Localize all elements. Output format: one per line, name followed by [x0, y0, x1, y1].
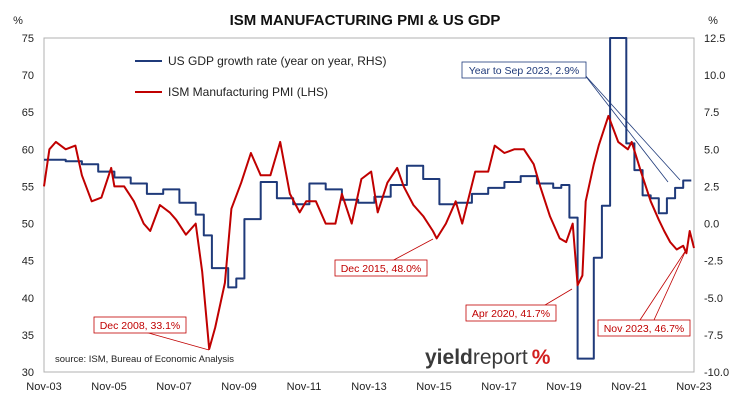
x-tick-label: Nov-17: [481, 381, 516, 393]
x-axis: Nov-03 Nov-05 Nov-07 Nov-09 Nov-11 Nov-13 Nov-…: [26, 381, 711, 393]
series-gdp-line: [44, 37, 692, 360]
brand-part2: report: [473, 346, 528, 369]
brand-logo: yieldreport%: [425, 346, 551, 369]
annotation-gdp: Year to Sep 2023, 2.9%: [469, 65, 580, 77]
x-tick-label: Nov-15: [416, 381, 451, 393]
left-axis: 30 35 40 45 50 55 60 65 70 75: [22, 33, 34, 379]
annotation-dec2008-box: [93, 316, 187, 334]
legend-label-pmi: ISM Manufacturing PMI (LHS): [168, 85, 328, 99]
right-tick-label: 5.0: [704, 144, 719, 156]
x-tick-label: Nov-05: [91, 381, 126, 393]
brand-part3: %: [532, 346, 551, 369]
left-tick-label: 30: [22, 367, 34, 379]
annotation-apr2020-box: [465, 304, 557, 322]
x-tick-label: Nov-11: [287, 381, 322, 393]
x-tick-label: Nov-03: [26, 381, 61, 393]
x-tick-label: Nov-07: [156, 381, 191, 393]
x-tick-label: Nov-23: [676, 381, 711, 393]
annotation-gdp-box: [461, 61, 587, 79]
svg-text:yieldreport%: yieldreport%: [425, 346, 551, 369]
annotation-dec2015: Dec 2015, 48.0%: [341, 263, 422, 275]
left-tick-label: 75: [22, 33, 34, 45]
right-tick-label: -10.0: [704, 367, 729, 379]
series-layer: [43, 37, 695, 360]
right-tick-label: 0.0: [704, 219, 719, 231]
right-axis-unit: %: [708, 15, 718, 27]
brand-part1: yield: [425, 346, 473, 369]
left-tick-label: 35: [22, 330, 34, 342]
plot-frame: [43, 37, 695, 373]
right-tick-label: 2.5: [704, 181, 719, 193]
left-tick-label: 45: [22, 256, 34, 268]
source-note: source: ISM, Bureau of Economic Analysis: [55, 354, 234, 365]
series-pmi-line: [43, 114, 695, 350]
annotation-nov2023: Nov 2023, 46.7%: [604, 323, 685, 335]
left-tick-label: 50: [22, 219, 34, 231]
x-tick-label: Nov-21: [611, 381, 646, 393]
annotation-apr2020: Apr 2020, 41.7%: [472, 308, 550, 320]
left-tick-label: 70: [22, 70, 34, 82]
annotation-dec2015-box: [334, 259, 428, 277]
left-tick-label: 65: [22, 107, 34, 119]
right-axis: -10.0 -7.5 -5.0 -2.5 0.0 2.5 5.0 7.5 10.0 12.5: [704, 33, 729, 379]
right-tick-label: 10.0: [704, 70, 725, 82]
left-axis-unit: %: [13, 15, 23, 27]
legend-label-gdp: US GDP growth rate (year on year, RHS): [168, 54, 387, 68]
right-tick-label: -7.5: [704, 330, 723, 342]
annotation-nov2023-box: [597, 319, 691, 337]
right-tick-label: 12.5: [704, 33, 725, 45]
x-tick-label: Nov-09: [221, 381, 256, 393]
x-tick-label: Nov-13: [351, 381, 386, 393]
annotations: Year to Sep 2023, 2.9% Dec 2008, 33.1% D…: [93, 61, 691, 351]
left-tick-label: 40: [22, 293, 34, 305]
right-tick-label: -5.0: [704, 293, 723, 305]
chart-title: ISM MANUFACTURING PMI & US GDP: [230, 12, 501, 29]
left-tick-label: 55: [22, 181, 34, 193]
left-tick-label: 60: [22, 144, 34, 156]
legend: US GDP growth rate (year on year, RHS) I…: [135, 54, 387, 99]
right-tick-label: -2.5: [704, 256, 723, 268]
right-tick-label: 7.5: [704, 107, 719, 119]
x-tick-label: Nov-19: [546, 381, 581, 393]
annotation-dec2008: Dec 2008, 33.1%: [100, 320, 181, 332]
